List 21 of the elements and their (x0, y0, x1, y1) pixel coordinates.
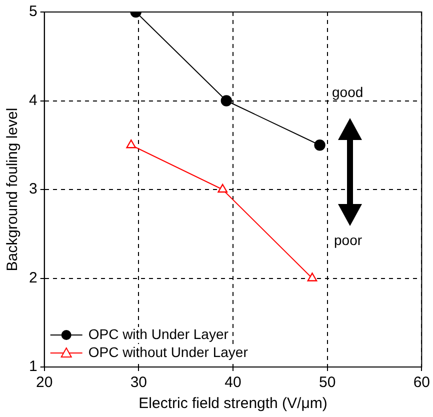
x-tick-label: 60 (413, 374, 430, 392)
point (218, 184, 228, 193)
y-axis-title: Background fouling level (4, 108, 22, 272)
point (307, 272, 318, 282)
legend-label: OPC with Under Layer (88, 326, 229, 342)
point (126, 140, 136, 148)
x-tick-label: 40 (224, 374, 242, 392)
y-tick-label: 5 (29, 3, 38, 20)
x-tick-label: 50 (318, 374, 336, 392)
point (314, 140, 326, 151)
y-tick-label: 3 (29, 180, 38, 198)
y-tick-label: 4 (29, 92, 38, 109)
point (220, 95, 232, 106)
annotation: poor (334, 232, 362, 248)
annotation: good (332, 84, 364, 100)
x-axis-title: Electric field strength (V/μm) (138, 395, 328, 412)
x-tick-label: 20 (36, 374, 53, 392)
legend-label: OPC without Under Layer (88, 344, 248, 360)
y-tick-label: 2 (29, 269, 38, 286)
y-tick-label: 1 (29, 358, 38, 376)
x-tick-label: 30 (130, 374, 148, 392)
